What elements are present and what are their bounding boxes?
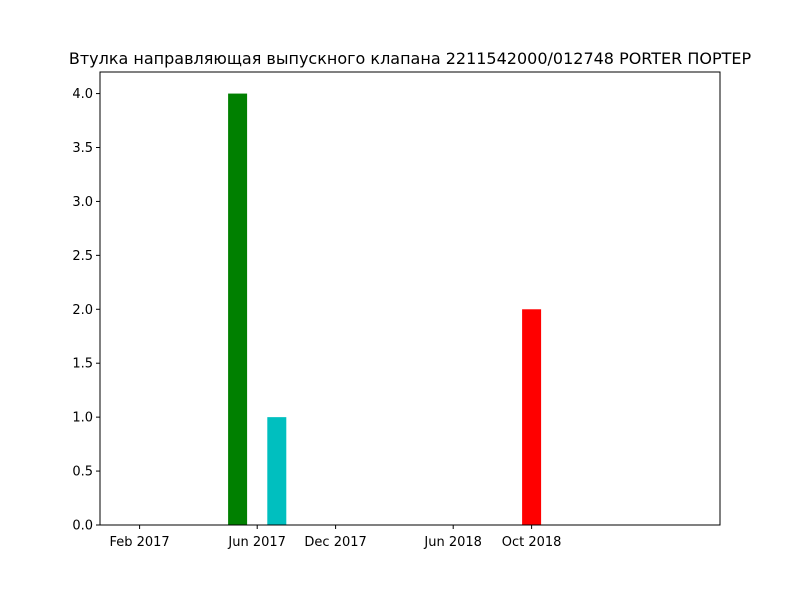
y-axis: 0.0 0.5 1.0 1.5 2.0 2.5 3.0 3.5 4.0 <box>72 87 100 534</box>
y-tick-label: 2.0 <box>72 303 93 318</box>
x-axis: Feb 2017 Jun 2017 Dec 2017 Jun 2018 Oct 2018 <box>109 525 561 550</box>
y-tick-label: 1.0 <box>72 411 93 426</box>
x-tick-label: Jun 2017 <box>227 535 286 550</box>
chart-title: Втулка направляющая выпускного клапана 2… <box>69 49 752 68</box>
x-tick-label: Dec 2017 <box>304 535 366 550</box>
bar-0 <box>228 93 248 526</box>
y-tick-label: 3.5 <box>72 141 93 156</box>
bar-1 <box>267 417 287 525</box>
y-tick-label: 3.0 <box>72 195 93 210</box>
y-tick-label: 0.5 <box>72 465 93 480</box>
x-tick-label: Oct 2018 <box>502 535 562 550</box>
y-tick-label: 1.5 <box>72 357 93 372</box>
x-tick-label: Feb 2017 <box>109 535 169 550</box>
plot-frame <box>99 71 721 526</box>
y-tick-label: 4.0 <box>72 87 93 102</box>
bars-layer <box>228 93 542 526</box>
bar-2 <box>522 309 542 525</box>
x-tick-label: Jun 2018 <box>423 535 482 550</box>
y-tick-label: 2.5 <box>72 249 93 264</box>
y-tick-label: 0.0 <box>72 519 93 534</box>
